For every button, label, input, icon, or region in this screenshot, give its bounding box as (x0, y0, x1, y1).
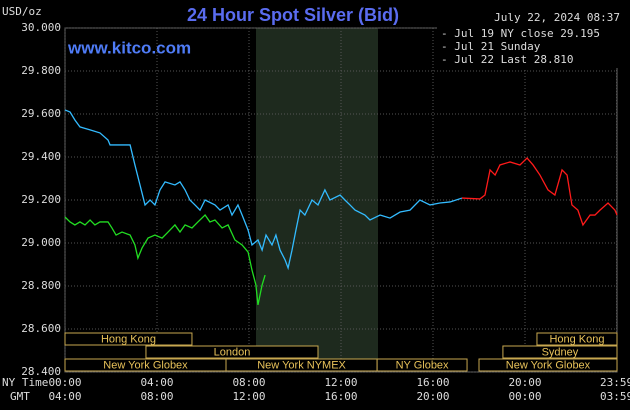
series-line (461, 157, 618, 227)
source: www.kitco.com (67, 38, 191, 57)
y-tick-label: 29.200 (21, 193, 61, 206)
y-tick-label: 29.800 (21, 64, 61, 77)
x2-axis-label: GMT (10, 390, 30, 403)
x-tick-label: 08:00 (232, 376, 265, 389)
x-tick-label: 16:00 (416, 376, 449, 389)
x2-tick-label: 03:59 (600, 390, 630, 403)
x-axis-label: NY Time (2, 376, 48, 389)
session-bar (376, 358, 468, 372)
series-line (64, 214, 266, 306)
y-tick-label: 29.400 (21, 150, 61, 163)
session-bar (145, 345, 319, 359)
timestamp: July 22, 2024 08:37 (494, 11, 620, 24)
x-tick-label: 04:00 (140, 376, 173, 389)
y-tick-label: 28.800 (21, 279, 61, 292)
x-tick-label: 20:00 (508, 376, 541, 389)
y-axis-label: USD/oz (2, 5, 42, 18)
chart-title: 24 Hour Spot Silver (Bid) (187, 5, 399, 25)
x-tick-label: 12:00 (324, 376, 357, 389)
session-label: Hong Kong (101, 333, 156, 345)
x2-tick-label: 20:00 (416, 390, 449, 403)
y-tick-label: 29.000 (21, 236, 61, 249)
session-bar (478, 358, 618, 372)
legend-entry: - Jul 22 Last 28.810 (441, 53, 573, 66)
y-tick-label: 30.000 (21, 21, 61, 34)
session-bar (536, 332, 618, 346)
session-label: New York Globex (506, 359, 591, 371)
session-bar (64, 332, 193, 346)
x2-tick-label: 04:00 (48, 390, 81, 403)
session-label: Sydney (542, 346, 579, 358)
session-label: Hong Kong (549, 333, 604, 345)
x-tick-label: 23:59 (600, 376, 630, 389)
x-tick-label: 00:00 (48, 376, 81, 389)
legend-entry: - Jul 19 NY close 29.195 (441, 27, 600, 40)
session-label: NY Globex (396, 359, 449, 371)
y-tick-label: 28.400 (21, 365, 61, 378)
session-label: New York NYMEX (257, 359, 346, 371)
session-bar (502, 345, 618, 359)
legend-entry: - Jul 21 Sunday (441, 40, 541, 53)
y-tick-label: 29.600 (21, 107, 61, 120)
y-tick-label: 28.600 (21, 322, 61, 335)
x2-tick-label: 16:00 (324, 390, 357, 403)
session-label: New York Globex (103, 359, 188, 371)
x2-tick-label: 00:00 (508, 390, 541, 403)
x2-tick-label: 12:00 (232, 390, 265, 403)
series-line (64, 109, 463, 271)
legend-box (437, 27, 619, 68)
session-label: London (214, 346, 251, 358)
x2-tick-label: 08:00 (140, 390, 173, 403)
